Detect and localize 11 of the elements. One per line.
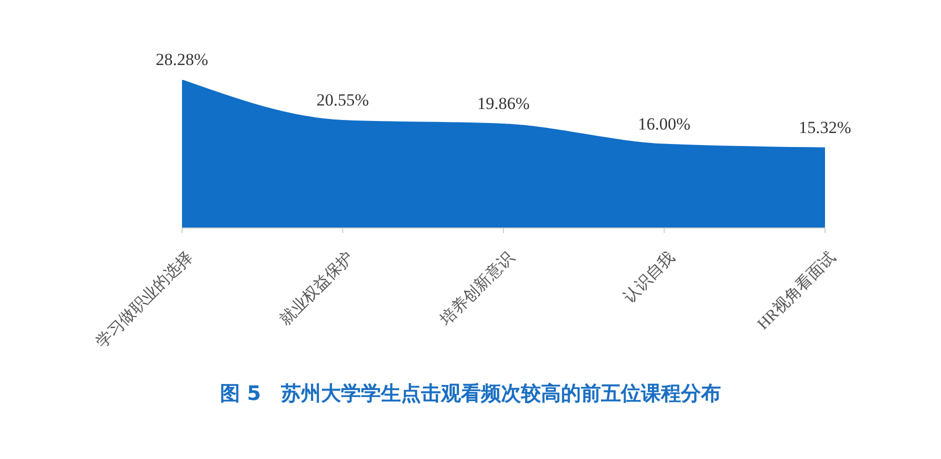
data-label: 19.86% xyxy=(477,94,530,114)
data-label: 20.55% xyxy=(316,90,369,110)
x-tick-label: HR视角看面试 xyxy=(754,248,839,334)
data-label: 15.32% xyxy=(798,118,852,137)
data-label: 28.28% xyxy=(156,50,208,69)
x-tick-label: 认识自我 xyxy=(620,248,678,306)
data-label: 16.00% xyxy=(638,114,690,134)
text: 图 5 苏州大学学生点击观看频次较高的前五位课程分布 xyxy=(219,380,722,407)
x-tick-label: 就业权益保护 xyxy=(276,248,357,329)
x-tick-label: 培养创新意识 xyxy=(436,248,518,330)
x-tick-label: 学习做职业的选择 xyxy=(92,248,196,352)
